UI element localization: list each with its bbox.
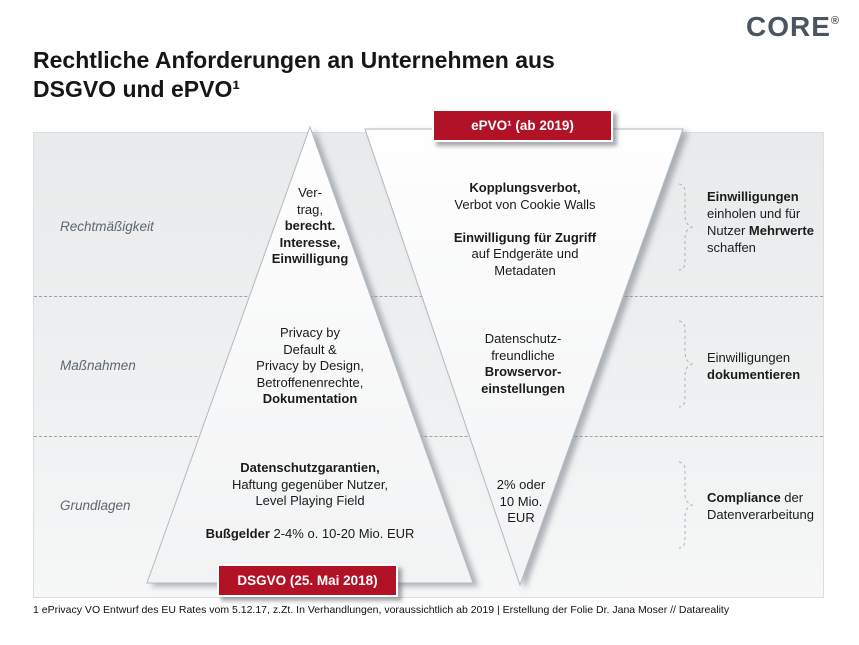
page-title: Rechtliche Anforderungen an Unternehmen … xyxy=(33,46,555,104)
epvo-row2-text: Datenschutz-freundliche Browservor-einste… xyxy=(481,331,565,396)
triangles-layer xyxy=(146,125,684,587)
registered-trademark-icon: ® xyxy=(830,15,840,27)
row-separator-2 xyxy=(34,436,823,437)
dsgvo-row2-text: Privacy by Default & Privacy by Design, Bet… xyxy=(256,325,364,406)
annotation-row1: Einwilligungen einholen und für Nutzer Meh… xyxy=(707,189,814,255)
page-title-line1: Rechtliche Anforderungen an Unternehmen … xyxy=(33,47,555,73)
annotation-row3: Compliance der Datenverarbeitung xyxy=(707,490,814,522)
epvo-badge: ePVO¹ (ab 2019) xyxy=(432,109,613,142)
page-title-line2: DSGVO und ePVO¹ xyxy=(33,76,241,102)
core-logo: CORE® xyxy=(746,11,839,43)
row-label-rechtmaessigkeit: Rechtmäßigkeit xyxy=(60,219,154,234)
dsgvo-badge: DSGVO (25. Mai 2018) xyxy=(217,564,398,597)
dsgvo-row1-text: Ver-trag, berecht. Interesse, Einwilligung xyxy=(271,185,349,266)
annotation-row2: Einwilligungen dokumentieren xyxy=(707,350,801,382)
epvo-row1-text: Kopplungsverbot, Verbot von Cookie Walls E… xyxy=(453,180,597,278)
brace-icon-row2 xyxy=(678,320,694,408)
footnote: 1 ePrivacy VO Entwurf des EU Rates vom 5… xyxy=(33,604,730,616)
dsgvo-row3-text: Datenschutzgarantien, Haftung gegenüber N… xyxy=(205,460,415,541)
epvo-row3-text: 2% oder 10 Mio. EUR xyxy=(496,477,546,525)
row-label-grundlagen: Grundlagen xyxy=(60,498,131,513)
core-logo-text: CORE xyxy=(746,11,831,42)
row-label-massnahmen: Maßnahmen xyxy=(60,358,136,373)
brace-icon-row1 xyxy=(678,183,694,271)
brace-icon-row3 xyxy=(678,461,694,549)
